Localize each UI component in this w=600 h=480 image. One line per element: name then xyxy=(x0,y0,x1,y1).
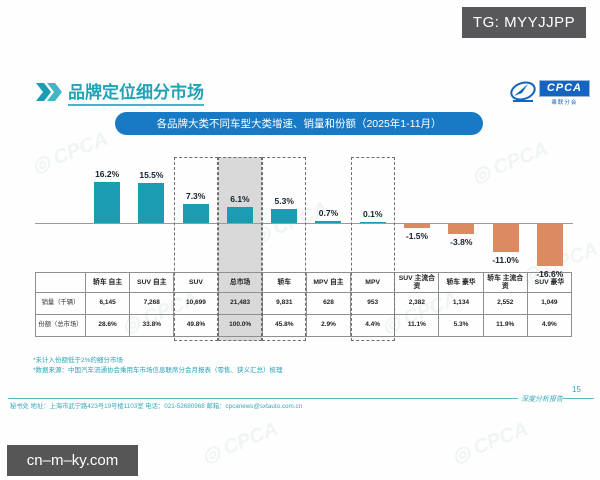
bar-4 xyxy=(271,209,298,223)
table-sales-cell-0: 6,145 xyxy=(86,293,131,315)
cpca-logo: CPCA 乘联分会 xyxy=(510,80,590,106)
bar-value-label-8: -3.8% xyxy=(450,236,473,247)
table-share-cell-1: 33.8% xyxy=(130,315,175,337)
table-sales-cell-1: 7,268 xyxy=(130,293,175,315)
table-share-cell-6: 4.4% xyxy=(351,315,396,337)
bar-value-label-9: -11.0% xyxy=(492,255,519,266)
table-share-cell-5: 2.9% xyxy=(306,315,352,337)
table-col-header-6: MPV xyxy=(351,273,396,293)
table-col-header-8: 轿车 豪华 xyxy=(439,273,484,293)
double-chevron-icon xyxy=(36,83,62,101)
table-sales-cell-10: 1,049 xyxy=(527,293,572,315)
footer-divider-short xyxy=(563,398,594,399)
page-number: 15 xyxy=(572,385,581,394)
bar-value-label-10: -16.6% xyxy=(536,269,564,280)
footnote-1: *未计入份额低于2%的细分市场 xyxy=(33,357,123,364)
footer-contact: 秘书处 地址：上海市武宁路423号19号楼1103室 电话：021-526809… xyxy=(10,403,303,410)
table-row-label-sales: 销量（千辆） xyxy=(36,293,86,315)
bar-value-label-3: 6.1% xyxy=(230,194,250,205)
table-col-header-1: SUV 自主 xyxy=(130,273,175,293)
table-share-cell-9: 11.9% xyxy=(483,315,528,337)
table-col-header-4: 轿车 xyxy=(262,273,307,293)
table-col-header-5: MPV 自主 xyxy=(306,273,352,293)
tg-badge: TG: MYYJJPP xyxy=(462,7,586,38)
bar-value-label-1: 15.5% xyxy=(139,170,164,181)
footnotes: *未计入份额低于2%的细分市场 *数据来源：中国汽车流通协会乘用车市场信息联席分… xyxy=(33,356,283,375)
table-row-label-share: 份额（总市场） xyxy=(36,315,86,337)
footer-divider xyxy=(8,398,518,399)
page-title-row: 品牌定位细分市场 xyxy=(36,78,204,106)
bar-0 xyxy=(94,181,121,223)
table-share-cell-3: 100.0% xyxy=(218,315,263,337)
table-share-cell-7: 11.1% xyxy=(395,315,440,337)
bar-value-label-5: 0.7% xyxy=(318,208,339,219)
bar-10 xyxy=(536,224,563,267)
table-sales-cell-5: 628 xyxy=(306,293,352,315)
cpca-logo-text: CPCA xyxy=(538,80,590,97)
table-share-cell-4: 45.8% xyxy=(262,315,307,337)
highlight-fill-3 xyxy=(217,157,263,341)
cpca-watermark-icon: ◎ CPCA xyxy=(448,417,532,469)
x-axis-line xyxy=(35,223,573,224)
table-col-header-9: 轿车 主流合资 xyxy=(483,273,528,293)
bar-2 xyxy=(182,204,209,223)
page-title: 品牌定位细分市场 xyxy=(68,78,204,106)
bar-value-label-4: 5.3% xyxy=(274,196,294,207)
cpca-logo-subtext: 乘联分会 xyxy=(551,100,578,106)
bar-value-label-2: 7.3% xyxy=(185,191,206,202)
cpca-watermark-icon: ◎ CPCA xyxy=(468,137,552,189)
bar-value-label-7: -1.5% xyxy=(405,230,429,241)
cpca-watermark-icon: ◎ CPCA xyxy=(198,417,282,469)
table-share-cell-10: 4.9% xyxy=(527,315,572,337)
table-col-header-0: 轿车 自主 xyxy=(86,273,131,293)
table-col-header-3: 总市场 xyxy=(218,273,263,293)
bar-6 xyxy=(359,222,386,223)
table-sales-cell-8: 1,134 xyxy=(439,293,484,315)
bar-1 xyxy=(138,183,165,223)
chart-subtitle-banner: 各品牌大类不同车型大类增速、销量和份额（2025年1-11月） xyxy=(115,112,483,135)
cpca-swoosh-icon xyxy=(510,81,536,102)
table-sales-cell-3: 21,483 xyxy=(218,293,263,315)
table-share-cell-2: 49.8% xyxy=(174,315,219,337)
bar-7 xyxy=(404,224,431,228)
table-share-cell-8: 5.3% xyxy=(439,315,484,337)
footer-report-label: 深度分析报告 xyxy=(521,396,563,403)
bar-value-label-6: 0.1% xyxy=(363,209,383,219)
bar-9 xyxy=(492,224,519,253)
footnote-2: *数据来源：中国汽车流通协会乘用车市场信息联席分会月报表（零售、狭义汇总）梳理 xyxy=(33,366,283,374)
table-share-cell-0: 28.6% xyxy=(86,315,131,337)
bar-8 xyxy=(448,224,475,234)
table-sales-cell-9: 2,552 xyxy=(483,293,528,315)
table-col-header-2: SUV xyxy=(174,273,219,293)
bar-3 xyxy=(226,207,253,223)
bar-value-label-0: 16.2% xyxy=(95,168,120,179)
table-sales-cell-4: 9,831 xyxy=(262,293,307,315)
table-corner-cell xyxy=(36,273,86,293)
table-col-header-10: SUV 豪华 xyxy=(527,273,572,293)
table-sales-cell-6: 953 xyxy=(351,293,396,315)
site-watermark-badge: cn–m–ky.com xyxy=(7,445,138,476)
bar-5 xyxy=(315,221,342,223)
data-table: 轿车 自主 SUV 自主 SUV 总市场 轿车 MPV 自主 MPV SUV 主流合资 轿车 豪… xyxy=(35,272,572,337)
table-sales-cell-2: 10,699 xyxy=(174,293,219,315)
table-sales-cell-7: 2,382 xyxy=(395,293,440,315)
table-col-header-7: SUV 主流合资 xyxy=(395,273,440,293)
